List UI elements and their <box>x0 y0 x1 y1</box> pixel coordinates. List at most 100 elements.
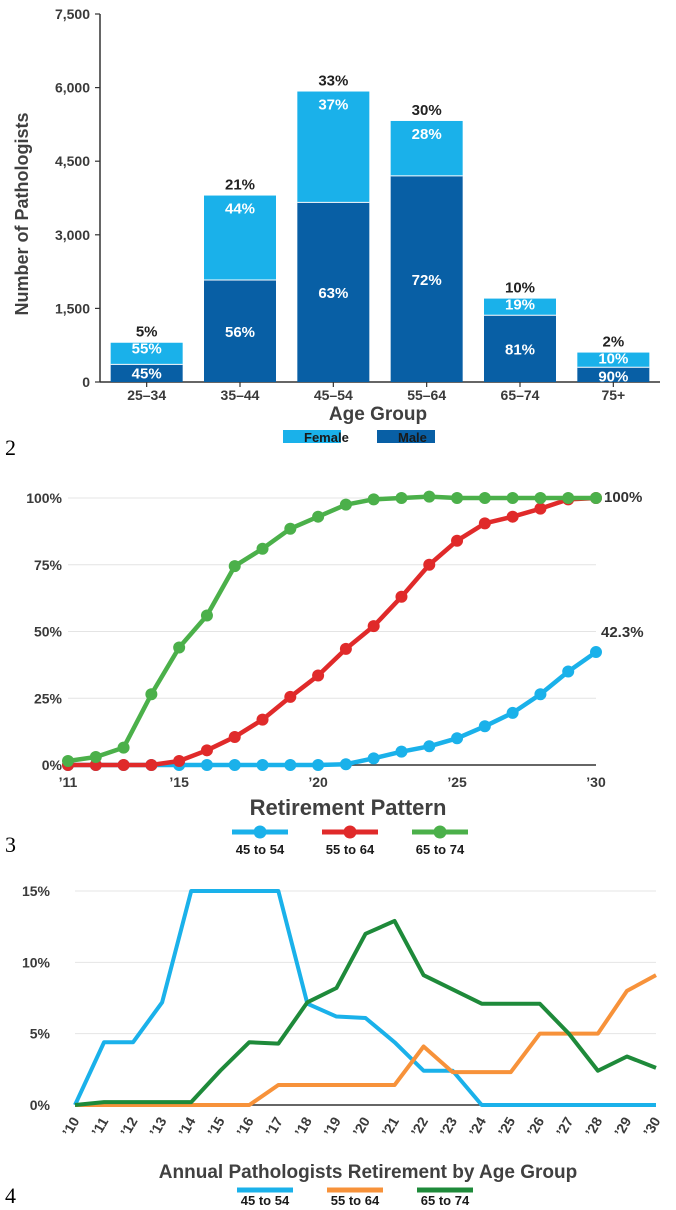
annual-x-tick-label: ’13 <box>146 1114 170 1139</box>
pattern-data-point <box>173 641 186 654</box>
bar-male-label: 56% <box>225 324 255 341</box>
bar-male-segment <box>577 367 650 382</box>
annual-y-tick-label: 15% <box>22 883 51 899</box>
pattern-x-tick-label: ’20 <box>308 774 328 790</box>
annual-retirement-legend: 45 to 54 55 to 64 65 to 74 <box>237 1187 473 1208</box>
pattern-data-point <box>312 759 325 771</box>
bar-total-label: 30% <box>412 102 442 119</box>
bar-female-label: 44% <box>225 201 255 218</box>
pattern-y-tick-label: 100% <box>26 490 62 506</box>
pattern-data-point <box>284 690 297 703</box>
pattern-data-point <box>367 493 380 506</box>
bar-male-label: 81% <box>505 342 535 359</box>
pattern-data-point <box>284 522 297 535</box>
pattern-legend-label: 65 to 74 <box>416 842 465 857</box>
pattern-data-point <box>562 665 575 678</box>
annual-x-tick-label: ’18 <box>291 1114 315 1139</box>
legend-label-male: Male <box>398 430 427 445</box>
bar-y-tick-label: 6,000 <box>55 80 90 96</box>
bar-female-label: 28% <box>412 126 442 143</box>
annual-x-tick-label: ’19 <box>320 1114 344 1139</box>
pattern-x-tick-label: ’25 <box>447 774 467 790</box>
bar-female-label: 10% <box>598 351 628 368</box>
pattern-data-point <box>62 754 74 767</box>
pattern-x-tick-label: ’30 <box>586 774 606 790</box>
retirement-pattern-chart: 0% 25% 50% 75% 100% ’11 ’15 ’20 ’25 ’30 100% 42.3… <box>5 489 644 857</box>
pattern-legend-marker <box>343 825 357 839</box>
annual-series-line <box>75 973 657 1107</box>
pattern-data-point <box>478 720 491 733</box>
figure-number-3: 3 <box>5 832 16 857</box>
pattern-data-point <box>423 490 436 503</box>
annual-x-tick-label: ’21 <box>378 1114 402 1139</box>
annual-retirement-title: Annual Pathologists Retirement by Age Gr… <box>159 1162 577 1183</box>
pattern-data-point <box>339 498 352 511</box>
pattern-data-point <box>451 732 464 745</box>
annual-legend-label: 55 to 64 <box>331 1193 380 1208</box>
bar-female-label: 37% <box>318 97 348 114</box>
pattern-data-point <box>117 759 130 771</box>
bar-legend: Female Male <box>283 430 435 445</box>
pattern-legend-label: 55 to 64 <box>326 842 375 857</box>
figure-number-2: 2 <box>5 435 16 460</box>
bar-male-label: 72% <box>412 272 442 289</box>
pattern-data-point <box>145 688 158 701</box>
bar-chart-bars <box>110 91 650 382</box>
annual-series-line <box>74 918 657 1107</box>
pattern-series-line <box>67 494 596 764</box>
pattern-data-point <box>339 642 352 655</box>
bar-y-tick-label: 0 <box>82 374 90 390</box>
annual-x-tick-label: ’17 <box>262 1114 286 1139</box>
bar-total-label: 10% <box>505 280 535 297</box>
pattern-data-point <box>590 646 602 659</box>
pattern-y-tick-label: 0% <box>42 757 63 773</box>
bar-x-tick-label: 65–74 <box>501 387 540 403</box>
bar-chart-labels: 25–34 5%55% 45% 35–44 21% 44% 56% 45–54 33% 37% 63… <box>127 73 628 403</box>
pattern-data-point <box>451 492 464 504</box>
bar-female-segment <box>484 298 556 316</box>
bar-x-axis-title: Age Group <box>329 404 427 425</box>
bar-y-axis-title: Number of Pathologists <box>12 112 32 315</box>
bar-female-segment <box>204 195 276 280</box>
pattern-legend-label: 45 to 54 <box>236 842 285 857</box>
pattern-data-point <box>256 542 269 555</box>
bar-male-segment <box>110 364 183 382</box>
legend-swatch-female <box>283 430 341 443</box>
annual-x-tick-label: ’30 <box>640 1114 664 1139</box>
annual-y-tick-label: 10% <box>22 954 51 970</box>
pattern-x-tick-label: ’11 <box>59 774 78 790</box>
retirement-pattern-lines <box>62 490 602 771</box>
bar-male-label: 63% <box>318 285 348 302</box>
annual-legend-label: 45 to 54 <box>241 1193 290 1208</box>
bar-female-label: 55% <box>132 341 162 358</box>
bar-female-label: 19% <box>505 297 535 314</box>
pattern-data-point <box>117 741 130 754</box>
annual-x-tick-label: ’10 <box>59 1114 83 1139</box>
legend-label-female: Female <box>304 430 349 445</box>
pattern-y-tick-label: 25% <box>34 690 63 706</box>
retirement-pattern-title: Retirement Pattern <box>250 795 447 820</box>
annual-series-line <box>73 889 656 1107</box>
pattern-data-point <box>312 510 325 523</box>
bar-total-label: 21% <box>225 177 255 194</box>
pattern-data-point <box>534 492 547 504</box>
pattern-series-line <box>68 650 598 768</box>
bar-y-tick-label: 3,000 <box>55 227 90 243</box>
pattern-data-point <box>395 492 408 504</box>
end-label-100: 100% <box>604 489 642 506</box>
bar-total-label: 2% <box>602 334 624 351</box>
pattern-y-tick-label: 75% <box>34 557 63 573</box>
bar-y-tick-label: 4,500 <box>55 153 90 169</box>
annual-retirement-chart: 0% 5% 10% 15% ’10’11 ’12’13’14’15’16’17’18’19… <box>5 883 664 1208</box>
pattern-data-point <box>228 560 241 573</box>
bar-x-tick-label: 75+ <box>601 387 625 403</box>
bar-female-segment <box>390 120 463 176</box>
pattern-x-tick-label: ’15 <box>169 774 189 790</box>
annual-x-tick-label: ’14 <box>175 1114 199 1139</box>
pattern-data-point <box>228 730 241 743</box>
figure-number-4: 4 <box>5 1183 16 1208</box>
end-label-42: 42.3% <box>601 624 644 641</box>
pattern-data-point <box>89 750 102 763</box>
pattern-data-point <box>200 759 213 771</box>
